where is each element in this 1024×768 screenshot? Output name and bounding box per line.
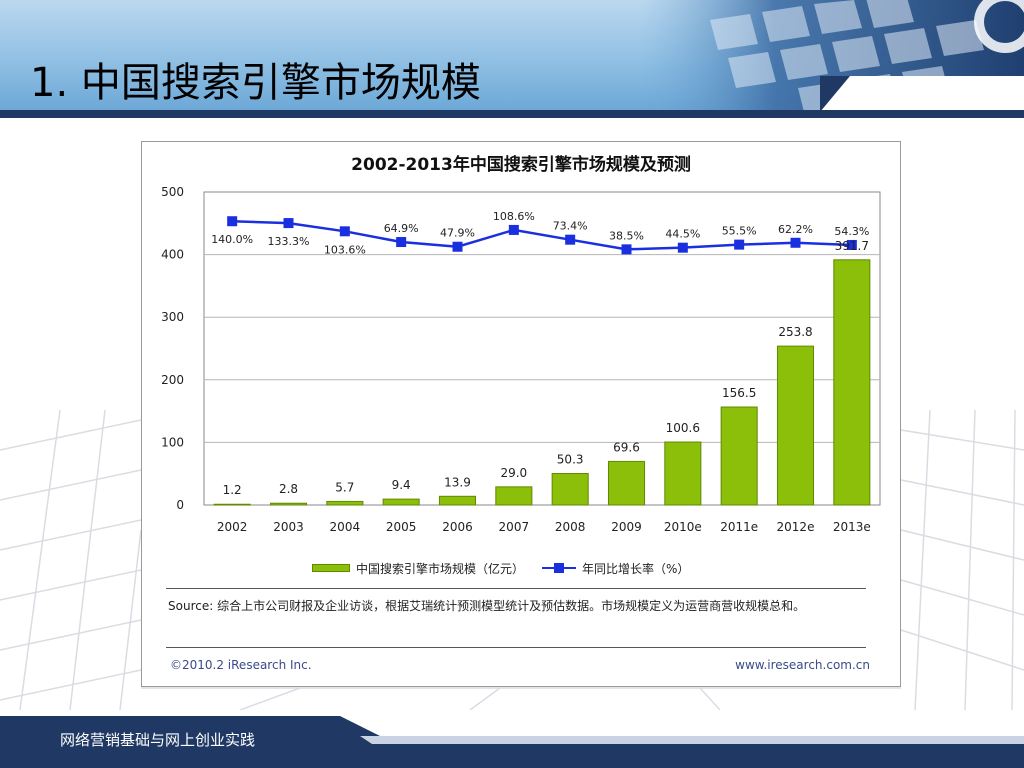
growth-rate-label: 103.6%	[324, 243, 366, 256]
growth-rate-marker	[396, 237, 407, 248]
bar-data-label: 100.6	[666, 421, 700, 435]
growth-rate-label: 62.2%	[778, 223, 813, 236]
bar-data-label: 50.3	[557, 453, 584, 467]
growth-rate-marker	[452, 241, 463, 252]
bar-data-label: 391.7	[835, 239, 869, 253]
x-tick-label: 2003	[273, 520, 304, 534]
bar	[438, 495, 477, 506]
bar	[213, 503, 251, 506]
footer-course-title: 网络营销基础与网上创业实践	[60, 731, 256, 749]
bar	[607, 460, 646, 506]
x-tick-label: 2012e	[777, 520, 815, 534]
bar	[664, 441, 702, 506]
chart-legend: 中国搜索引擎市场规模（亿元） 年同比增长率（%）	[312, 558, 689, 578]
bar-data-label: 253.8	[778, 325, 812, 339]
growth-rate-label: 64.9%	[384, 222, 419, 235]
source-divider-bottom	[166, 647, 866, 648]
x-tick-label: 2007	[499, 520, 530, 534]
growth-rate-label: 133.3%	[268, 235, 310, 248]
bar	[495, 486, 533, 506]
x-tick-label: 2004	[330, 520, 361, 534]
growth-rate-marker	[565, 234, 576, 245]
bar-line-chart: 2002-2013年中国搜索引擎市场规模及预测 0 100 200 300 400 500…	[161, 154, 881, 534]
growth-rate-marker	[677, 242, 688, 253]
y-tick-label: 500	[161, 185, 184, 199]
keyboard-decoration	[640, 0, 1024, 112]
bar-data-label: 2.8	[279, 482, 298, 496]
growth-rate-label: 140.0%	[211, 233, 253, 246]
legend-item-line: 年同比增长率（%）	[542, 560, 689, 577]
growth-rate-label: 47.9%	[440, 227, 475, 240]
growth-rate-label: 55.5%	[722, 225, 757, 238]
legend-item-bar: 中国搜索引擎市场规模（亿元）	[312, 560, 524, 577]
growth-rate-label: 54.3%	[834, 225, 869, 238]
x-tick-label: 2008	[555, 520, 586, 534]
growth-rate-marker	[339, 226, 350, 237]
bar-data-label: 13.9	[444, 475, 471, 489]
legend-bar-swatch	[312, 564, 350, 572]
growth-rate-marker	[227, 216, 238, 227]
bar-data-label: 156.5	[722, 386, 756, 400]
growth-rate-marker	[734, 239, 745, 250]
y-tick-label: 0	[176, 498, 184, 512]
source-divider-top	[166, 588, 866, 589]
x-tick-label: 2009	[611, 520, 642, 534]
bar	[551, 473, 589, 506]
growth-rate-label: 73.4%	[553, 220, 588, 233]
bar-data-label: 69.6	[613, 440, 640, 454]
bar-data-label: 9.4	[392, 478, 411, 492]
y-tick-label: 300	[161, 310, 184, 324]
bar	[776, 345, 815, 506]
y-tick-label: 400	[161, 248, 184, 262]
bar	[382, 498, 420, 506]
growth-rate-marker	[846, 239, 857, 250]
growth-rate-label: 108.6%	[493, 210, 535, 223]
bar-data-label: 29.0	[500, 466, 527, 480]
y-tick-label: 100	[161, 435, 184, 449]
slide-header: 1. 中国搜索引擎市场规模	[0, 0, 1024, 114]
bar	[269, 502, 308, 506]
y-tick-label: 200	[161, 373, 184, 387]
copyright-text: ©2010.2 iResearch Inc.	[170, 658, 312, 672]
growth-rate-label: 38.5%	[609, 229, 644, 242]
bar-data-label: 5.7	[335, 480, 354, 494]
slide-title: 1. 中国搜索引擎市场规模	[30, 60, 481, 106]
growth-rate-marker	[508, 224, 519, 235]
growth-rate-marker	[621, 244, 632, 255]
growth-rate-marker	[283, 218, 294, 229]
chart-title: 2002-2013年中国搜索引擎市场规模及预测	[351, 154, 691, 175]
legend-line-label: 年同比增长率（%）	[582, 561, 690, 576]
bar-data-label: 1.2	[223, 483, 242, 497]
bottom-banner	[0, 716, 1024, 768]
bar	[720, 406, 758, 506]
x-tick-label: 2006	[442, 520, 473, 534]
chart-panel: 2002-2013年中国搜索引擎市场规模及预测 0 100 200 300 400 500…	[141, 141, 901, 687]
x-tick-label: 2013e	[833, 520, 871, 534]
growth-rate-label: 44.5%	[665, 228, 700, 241]
grid-background-decoration	[0, 410, 1024, 710]
x-tick-label: 2011e	[720, 520, 758, 534]
source-note: Source: 综合上市公司财报及企业访谈，根据艾瑞统计预测模型统计及预估数据。…	[168, 599, 806, 613]
x-tick-label: 2010e	[664, 520, 702, 534]
plot-frame	[203, 191, 881, 506]
legend-line-swatch	[542, 563, 577, 573]
x-tick-label: 2002	[217, 520, 248, 534]
header-divider	[0, 110, 1024, 118]
growth-rate-line	[232, 219, 852, 251]
website-link[interactable]: www.iresearch.com.cn	[735, 658, 870, 672]
growth-rate-marker	[790, 237, 801, 248]
x-tick-label: 2005	[386, 520, 417, 534]
bar	[833, 259, 871, 506]
legend-bar-label: 中国搜索引擎市场规模（亿元）	[356, 561, 525, 576]
bar	[326, 500, 364, 506]
